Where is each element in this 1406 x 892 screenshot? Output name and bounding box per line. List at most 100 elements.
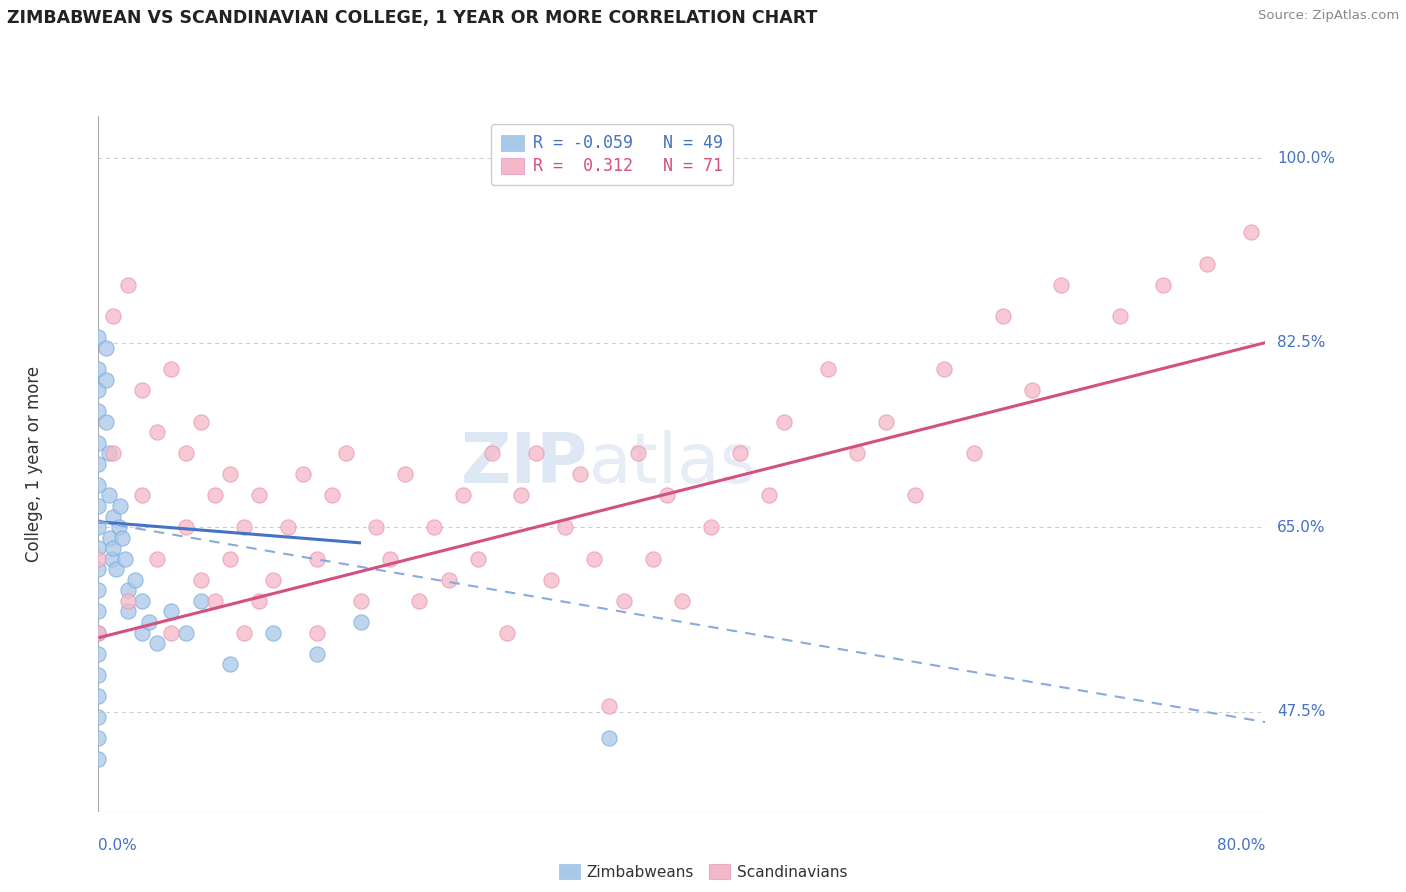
Point [1021, 383, 1043, 397]
Point [124, 573, 146, 587]
Point [87, 330, 110, 344]
Point [962, 446, 984, 460]
Text: ZIP: ZIP [461, 430, 589, 498]
Point [101, 541, 124, 556]
Point [146, 425, 169, 440]
Point [87, 362, 110, 376]
Text: 47.5%: 47.5% [1277, 704, 1326, 719]
Point [87, 541, 110, 556]
Point [87, 551, 110, 566]
Point [495, 625, 517, 640]
Point [87, 404, 110, 418]
Point [612, 594, 634, 608]
Point [94, 415, 117, 429]
Point [117, 604, 139, 618]
Point [87, 457, 110, 471]
Point [378, 551, 402, 566]
Point [110, 499, 132, 513]
Point [991, 310, 1014, 324]
Point [817, 362, 839, 376]
Point [138, 615, 160, 629]
Point [437, 573, 460, 587]
Point [87, 562, 110, 576]
Point [233, 520, 256, 534]
Point [1050, 277, 1073, 292]
Point [1108, 310, 1130, 324]
Point [174, 625, 197, 640]
Point [160, 362, 183, 376]
Point [350, 594, 373, 608]
Point [598, 731, 620, 745]
Point [87, 604, 110, 618]
Point [758, 488, 780, 502]
Point [583, 551, 606, 566]
Point [87, 583, 110, 598]
Point [307, 551, 329, 566]
Point [117, 594, 139, 608]
Point [335, 446, 357, 460]
Point [190, 415, 212, 429]
Point [87, 689, 110, 703]
Point [307, 647, 329, 661]
Point [540, 573, 562, 587]
Point [87, 667, 110, 681]
Point [627, 446, 650, 460]
Point [131, 383, 153, 397]
Point [190, 594, 212, 608]
Legend: R = -0.059   N = 49, R =  0.312   N = 71: R = -0.059 N = 49, R = 0.312 N = 71 [491, 124, 733, 186]
Point [87, 710, 110, 724]
Point [97, 488, 120, 502]
Point [97, 446, 120, 460]
Point [117, 583, 139, 598]
Point [671, 594, 693, 608]
Text: 82.5%: 82.5% [1277, 335, 1326, 350]
Point [218, 551, 240, 566]
Point [146, 551, 169, 566]
Point [277, 520, 299, 534]
Point [510, 488, 533, 502]
Point [247, 488, 270, 502]
Point [657, 488, 679, 502]
Point [408, 594, 430, 608]
Point [568, 467, 591, 482]
Text: 100.0%: 100.0% [1277, 151, 1336, 166]
Point [247, 594, 270, 608]
Point [524, 446, 547, 460]
Point [218, 657, 240, 672]
Point [1195, 256, 1218, 270]
Point [87, 520, 110, 534]
Point [174, 520, 197, 534]
Text: 65.0%: 65.0% [1277, 520, 1326, 534]
Point [845, 446, 868, 460]
Point [204, 488, 226, 502]
Point [641, 551, 664, 566]
Point [467, 551, 489, 566]
Point [321, 488, 343, 502]
Point [160, 625, 183, 640]
Point [94, 372, 117, 386]
Point [101, 446, 124, 460]
Point [87, 625, 110, 640]
Point [904, 488, 927, 502]
Text: ZIMBABWEAN VS SCANDINAVIAN COLLEGE, 1 YEAR OR MORE CORRELATION CHART: ZIMBABWEAN VS SCANDINAVIAN COLLEGE, 1 YE… [7, 9, 817, 27]
Point [100, 551, 122, 566]
Point [364, 520, 387, 534]
Point [700, 520, 723, 534]
Text: 80.0%: 80.0% [1218, 838, 1265, 853]
Point [350, 615, 373, 629]
Text: atlas: atlas [589, 430, 756, 498]
Point [307, 625, 329, 640]
Point [87, 625, 110, 640]
Point [87, 435, 110, 450]
Point [262, 625, 284, 640]
Point [554, 520, 576, 534]
Point [104, 562, 127, 576]
Point [114, 551, 136, 566]
Point [291, 467, 314, 482]
Point [451, 488, 474, 502]
Point [117, 277, 139, 292]
Point [131, 488, 153, 502]
Point [481, 446, 503, 460]
Text: College, 1 year or more: College, 1 year or more [25, 366, 44, 562]
Point [98, 531, 121, 545]
